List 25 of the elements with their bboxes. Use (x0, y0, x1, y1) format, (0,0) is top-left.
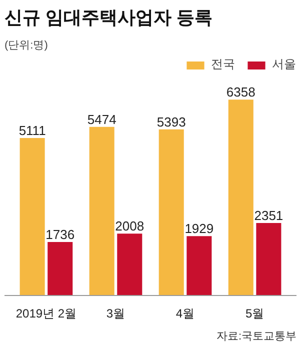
text: 자료:국토교통부 (216, 330, 297, 342)
data-label: 5393 (156, 114, 186, 130)
data-label: 5474 (87, 112, 116, 127)
chart-title: 신규 임대주택사업자 등록 (4, 8, 213, 28)
bar (186, 236, 212, 296)
data-label: 6358 (226, 84, 256, 100)
data-label: 1929 (184, 221, 214, 236)
legend-label: 전국 (211, 56, 235, 73)
bar (89, 126, 114, 296)
legend-label: 서울 (272, 56, 296, 73)
bar (158, 129, 184, 296)
chart-subtitle: (단위:명) (4, 40, 48, 52)
x-tick-label: 2019년 2월 (16, 306, 77, 320)
data-label: 2008 (115, 218, 144, 234)
x-tick-label: 3월 (106, 306, 126, 320)
bar (117, 234, 142, 296)
bar (20, 138, 45, 296)
x-tick-label: 4월 (176, 306, 195, 320)
bar (228, 100, 254, 296)
bar (256, 223, 282, 296)
bar (48, 242, 73, 296)
x-tick-label: 5월 (245, 306, 264, 320)
data-label: 2351 (254, 208, 284, 224)
data-label: 5111 (18, 123, 46, 138)
data-label: 1736 (46, 227, 75, 242)
